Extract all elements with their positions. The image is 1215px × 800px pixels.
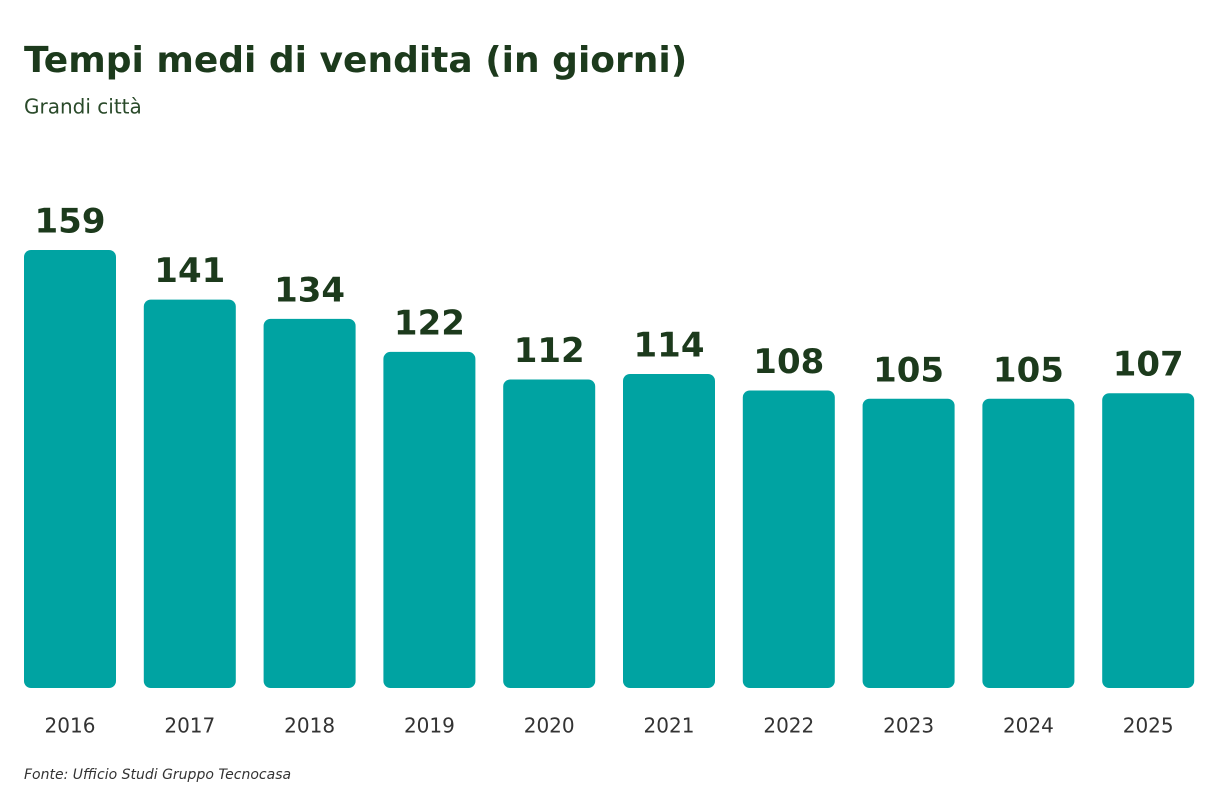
value-label: 107 [1113, 345, 1184, 385]
bar [24, 250, 116, 688]
value-label: 134 [274, 270, 345, 310]
x-tick-label: 2025 [1123, 714, 1174, 738]
bar [862, 398, 955, 688]
value-label: 141 [154, 251, 225, 291]
value-label: 108 [753, 342, 824, 382]
bar [503, 379, 596, 688]
x-tick-label: 2018 [284, 714, 335, 738]
value-label: 122 [394, 303, 465, 343]
chart-title: Tempi medi di vendita (in giorni) [24, 40, 687, 81]
bar [982, 398, 1075, 688]
value-label: 105 [873, 350, 944, 390]
value-label: 112 [514, 331, 585, 371]
bar [143, 299, 236, 688]
bar [623, 373, 715, 688]
x-tick-label: 2021 [644, 714, 695, 738]
x-tick-label: 2017 [164, 714, 215, 738]
x-tick-label: 2020 [524, 714, 575, 738]
bar [742, 390, 835, 688]
value-label: 114 [634, 325, 705, 365]
value-label: 105 [993, 350, 1064, 390]
x-tick-label: 2016 [45, 714, 96, 738]
bar [383, 351, 476, 688]
chart-subtitle: Grandi città [24, 95, 142, 119]
x-tick-label: 2024 [1003, 714, 1054, 738]
x-tick-label: 2019 [404, 714, 455, 738]
x-tick-label: 2022 [763, 714, 814, 738]
x-tick-label: 2023 [883, 714, 934, 738]
source-note: Fonte: Ufficio Studi Gruppo Tecnocasa [24, 767, 291, 783]
bar [1102, 393, 1195, 688]
bar [263, 318, 356, 688]
value-label: 159 [35, 202, 106, 242]
